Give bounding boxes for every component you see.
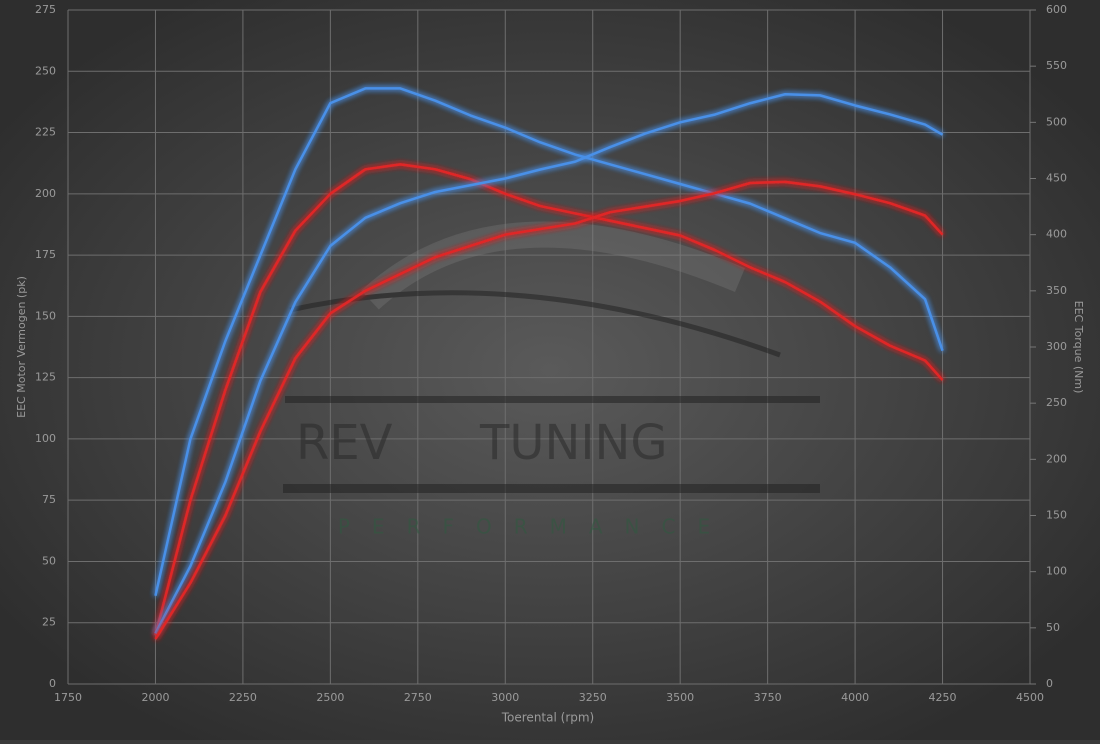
y-tick-label: 50	[42, 554, 56, 567]
x-axis-label: Toerental (rpm)	[501, 711, 594, 725]
series-line	[154, 180, 944, 640]
y2-tick-label: 550	[1046, 59, 1067, 72]
x-tick-label: 2250	[229, 691, 257, 704]
y-axis-label: EEC Motor Vermogen (pk)	[15, 276, 28, 418]
y-tick-label: 100	[35, 432, 56, 445]
x-tick-label: 1750	[54, 691, 82, 704]
y2-tick-label: 0	[1046, 677, 1053, 690]
y-tick-label: 0	[49, 677, 56, 690]
series-line	[154, 87, 944, 597]
y-tick-label: 75	[42, 493, 56, 506]
y-tick-label: 200	[35, 187, 56, 200]
y-tick-label: 250	[35, 64, 56, 77]
y2-tick-label: 450	[1046, 172, 1067, 185]
y-tick-label: 125	[35, 371, 56, 384]
x-tick-label: 3250	[579, 691, 607, 704]
x-tick-label: 2750	[404, 691, 432, 704]
y2-axis-label: EEC Torque (Nm)	[1072, 301, 1085, 394]
watermark-left: REV	[296, 415, 393, 471]
x-tick-label: 4250	[929, 691, 957, 704]
y-tick-label: 275	[35, 3, 56, 16]
x-tick-label: 3000	[491, 691, 519, 704]
watermark-right: TUNING	[479, 415, 668, 471]
y2-tick-label: 600	[1046, 3, 1067, 16]
y2-tick-label: 350	[1046, 284, 1067, 297]
y2-tick-label: 50	[1046, 621, 1060, 634]
y2-tick-label: 500	[1046, 115, 1067, 128]
x-tick-label: 4000	[841, 691, 869, 704]
x-tick-label: 3750	[754, 691, 782, 704]
y-tick-label: 150	[35, 309, 56, 322]
y2-tick-label: 100	[1046, 565, 1067, 578]
y2-tick-label: 150	[1046, 509, 1067, 522]
y2-tick-label: 200	[1046, 452, 1067, 465]
y-tick-label: 225	[35, 126, 56, 139]
x-tick-label: 3500	[666, 691, 694, 704]
series-line	[154, 163, 944, 636]
plot-lines	[154, 87, 944, 640]
y2-tick-label: 300	[1046, 340, 1067, 353]
x-tick-label: 4500	[1016, 691, 1044, 704]
series-line	[154, 93, 944, 635]
y2-tick-label: 400	[1046, 228, 1067, 241]
x-tick-label: 2500	[316, 691, 344, 704]
x-tick-label: 2000	[141, 691, 169, 704]
y2-tick-label: 250	[1046, 396, 1067, 409]
y-tick-label: 25	[42, 616, 56, 629]
y-tick-label: 175	[35, 248, 56, 261]
watermark-sub: PERFORMANCE	[338, 515, 732, 539]
